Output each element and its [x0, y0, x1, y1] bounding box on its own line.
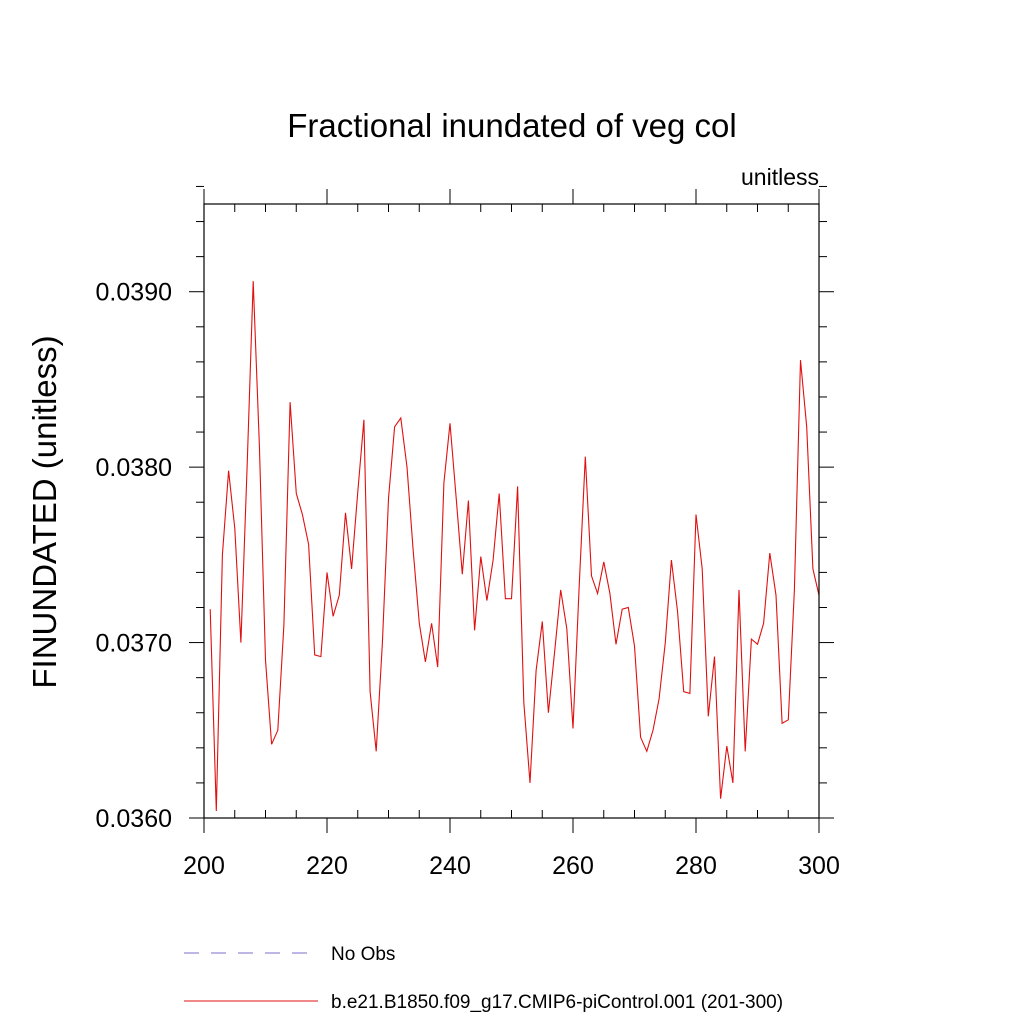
axis-tick-labels: 200 220 240 260 280 300 0.0360 0.0370 0.0380 0.03…: [96, 279, 840, 880]
y-tick-label: 0.0390: [96, 279, 172, 307]
x-tick-label: 260: [552, 852, 594, 880]
y-tick-label: 0.0360: [96, 805, 172, 833]
legend-label-model: b.e21.B1850.f09_g17.CMIP6-piControl.001 …: [331, 992, 783, 1013]
units-label: unitless: [741, 164, 819, 190]
x-tick-label: 280: [675, 852, 717, 880]
x-tick-label: 220: [306, 852, 348, 880]
axis-ticks: [189, 185, 834, 833]
plot-frame: [203, 203, 820, 819]
y-axis-label: FINUNDATED (unitless): [26, 335, 63, 688]
legend-label-no-obs: No Obs: [331, 944, 395, 965]
x-tick-label: 200: [183, 852, 225, 880]
x-tick-label: 300: [798, 852, 840, 880]
legend: No Obs b.e21.B1850.f09_g17.CMIP6-piContr…: [184, 944, 783, 1013]
chart-title: Fractional inundated of veg col: [287, 107, 736, 144]
x-tick-label: 240: [429, 852, 471, 880]
y-tick-label: 0.0380: [96, 454, 172, 482]
series-line-1: [209, 281, 820, 812]
series-lines: [209, 281, 820, 812]
y-tick-label: 0.0370: [96, 630, 172, 658]
